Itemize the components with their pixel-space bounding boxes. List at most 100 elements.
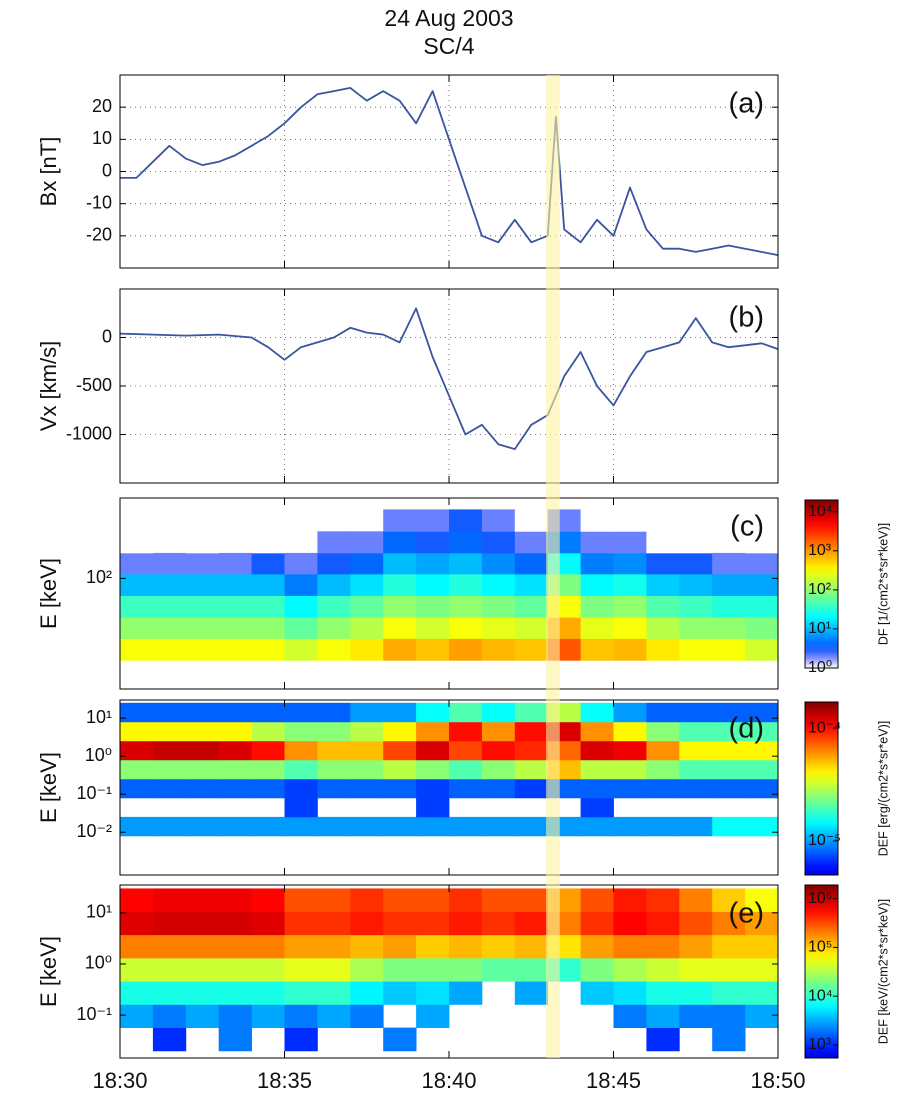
- spectrogram-cell: [745, 531, 779, 554]
- spectrogram-cell: [745, 595, 779, 618]
- spectrogram-cell: [481, 778, 516, 799]
- spectrogram-cell: [218, 740, 252, 761]
- spectrogram-cell: [712, 721, 746, 742]
- spectrogram-cell: [481, 759, 516, 780]
- spectrogram-cell: [679, 552, 713, 575]
- plot-area: [120, 289, 778, 483]
- spectrogram-cell: [383, 595, 417, 618]
- spectrogram-cell: [350, 888, 384, 912]
- y-tick-label: 10⁻¹: [76, 1004, 112, 1024]
- spectrogram-cell: [284, 1004, 318, 1028]
- spectrogram-cell: [580, 595, 614, 618]
- spectrogram-cell: [745, 552, 779, 575]
- spectrogram-cell: [679, 721, 713, 742]
- spectrogram-cell: [416, 1004, 450, 1028]
- spectrogram-cell: [383, 759, 417, 780]
- spectrogram-cell: [317, 638, 351, 661]
- y-tick-label: 0: [102, 160, 112, 180]
- spectrogram-cell: [284, 888, 318, 912]
- spectrogram-cell: [712, 617, 746, 639]
- y-tick-label: 0: [102, 326, 112, 346]
- spectrogram-cell: [646, 1027, 680, 1052]
- spectrogram-cell: [712, 1004, 746, 1028]
- spectrogram-cell: [646, 759, 680, 780]
- spectrogram-cell: [613, 721, 647, 742]
- spectrogram-cell: [646, 778, 680, 799]
- spectrogram-cell: [481, 552, 516, 575]
- spectrogram-cell: [712, 638, 746, 661]
- spectrogram-cell: [646, 740, 680, 761]
- spectrogram-cell: [350, 531, 384, 554]
- spectrogram-cell: [152, 759, 187, 780]
- spectrogram-cell: [646, 957, 680, 982]
- spectrogram-cell: [613, 759, 647, 780]
- spectrogram-cell: [580, 552, 614, 575]
- spectrogram-cell: [185, 816, 220, 837]
- spectrogram-cell: [416, 778, 450, 799]
- spectrogram-cell: [152, 721, 187, 742]
- spectrogram-cell: [218, 888, 252, 912]
- spectrogram-cell: [317, 531, 351, 554]
- spectrogram-cell: [251, 981, 285, 1005]
- spectrogram-cell: [383, 740, 417, 761]
- spectrogram-cell: [580, 888, 614, 912]
- spectrogram-cell: [646, 638, 680, 661]
- spectrogram-cell: [218, 957, 252, 982]
- colorbar: [804, 499, 839, 669]
- spectrogram-cell: [350, 617, 384, 639]
- panel: 10² E [keV] (c) 10⁰ 10¹ 10² 10³ 10⁴ DF [1/(cm2*s…: [36, 497, 890, 690]
- spectrogram-cell: [449, 957, 483, 982]
- spectrogram-cell: [185, 721, 220, 742]
- panel: 10⁻² 10⁻¹ 10⁰ 10¹ E [keV] (d) 10⁻⁵ 10⁻⁴ DEF [erg…: [36, 699, 890, 876]
- spectrogram-cell: [350, 911, 384, 936]
- spectrogram-cell: [580, 797, 614, 818]
- x-tick-label: 18:50: [750, 1068, 805, 1093]
- colorbar-tick-label: 10⁴: [808, 503, 833, 520]
- spectrogram-cell: [745, 740, 779, 761]
- y-axis-label: E [keV]: [36, 752, 61, 823]
- spectrogram-cell: [317, 888, 351, 912]
- spectrogram-cell: [383, 552, 417, 575]
- spectrogram-cell: [679, 911, 713, 936]
- spectrogram-cell: [185, 595, 220, 618]
- spectrogram-cell: [152, 1004, 187, 1028]
- spectrogram-cell: [350, 816, 384, 837]
- spectrogram-cell: [350, 721, 384, 742]
- spectrogram-cell: [745, 721, 779, 742]
- spectrogram-cell: [745, 617, 779, 639]
- highlight-band: [546, 75, 560, 1058]
- spectrogram-cell: [120, 531, 154, 554]
- spectrogram-cell: [152, 778, 187, 799]
- spectrogram-cell: [218, 759, 252, 780]
- spectrogram-cell: [218, 595, 252, 618]
- spectrogram-cell: [383, 816, 417, 837]
- spectrogram-cell: [514, 595, 549, 618]
- spectrogram-cell: [251, 638, 285, 661]
- panel-label: (a): [729, 88, 764, 120]
- spectrogram-cell: [416, 888, 450, 912]
- spectrogram-cell: [514, 981, 549, 1005]
- spectrogram-cell: [745, 1004, 779, 1028]
- spectrogram-cell: [152, 888, 187, 912]
- spectrogram-cell: [514, 934, 549, 959]
- spectrogram-cell: [449, 816, 483, 837]
- spectrogram-cell: [416, 531, 450, 554]
- spectrogram-cell: [120, 816, 154, 837]
- spectrogram-cell: [613, 816, 647, 837]
- spectrogram-cell: [218, 934, 252, 959]
- spectrogram-cell: [646, 721, 680, 742]
- spectrogram-cell: [580, 531, 614, 554]
- spectrogram-cell: [679, 1004, 713, 1028]
- spectrogram-cell: [613, 531, 647, 554]
- spectrogram-cell: [251, 816, 285, 837]
- spectrogram-cell: [449, 573, 483, 596]
- spectrogram-cell: [481, 573, 516, 596]
- spectrogram-cell: [152, 981, 187, 1005]
- spectrogram-cell: [152, 552, 187, 575]
- spectrogram-cell: [613, 1004, 647, 1028]
- spectrogram-cell: [481, 934, 516, 959]
- spectrogram-cell: [185, 981, 220, 1005]
- y-tick-label: 10⁻²: [76, 821, 112, 841]
- spectrogram-cell: [481, 816, 516, 837]
- colorbar-tick-label: 10³: [808, 1036, 832, 1053]
